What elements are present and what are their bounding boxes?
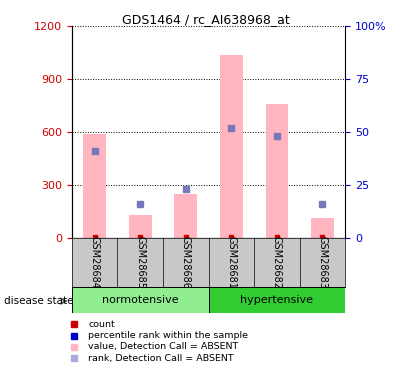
Text: normotensive: normotensive [102, 295, 178, 305]
Text: GSM28684: GSM28684 [90, 236, 100, 289]
Text: percentile rank within the sample: percentile rank within the sample [88, 331, 248, 340]
Bar [266, 104, 288, 238]
Bar [72, 287, 209, 313]
Text: GSM28685: GSM28685 [135, 236, 145, 289]
Text: value, Detection Call = ABSENT: value, Detection Call = ABSENT [88, 342, 239, 351]
Text: GSM28681: GSM28681 [226, 236, 236, 289]
Text: disease state: disease state [4, 296, 74, 306]
Bar [174, 194, 197, 238]
Text: GSM28683: GSM28683 [317, 236, 328, 289]
Bar [311, 218, 334, 238]
Bar [220, 54, 243, 238]
Text: rank, Detection Call = ABSENT: rank, Detection Call = ABSENT [88, 354, 234, 363]
Bar [83, 134, 106, 238]
Text: count: count [88, 320, 115, 329]
Text: GSM28682: GSM28682 [272, 236, 282, 289]
Text: GSM28686: GSM28686 [181, 236, 191, 289]
Bar [129, 215, 152, 238]
Text: GDS1464 / rc_AI638968_at: GDS1464 / rc_AI638968_at [122, 13, 289, 26]
Bar [209, 287, 345, 313]
Text: hypertensive: hypertensive [240, 295, 314, 305]
